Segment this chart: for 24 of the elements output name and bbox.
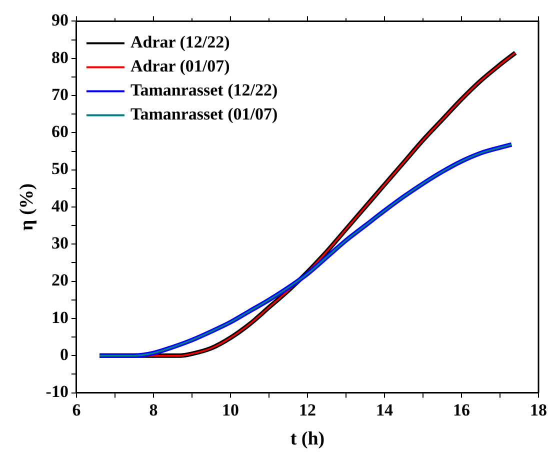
y-tick-label: 80: [51, 48, 68, 67]
x-tick-label: 14: [376, 400, 394, 420]
y-tick-label: 90: [51, 10, 68, 30]
legend-label: Tamanrasset (01/07): [130, 104, 278, 124]
legend-label: Adrar (12/22): [130, 32, 230, 52]
y-tick-label: 60: [51, 122, 68, 142]
y-tick-label: 40: [51, 196, 68, 216]
x-axis-title: t (h): [290, 428, 325, 450]
legend-label: Adrar (01/07): [130, 56, 230, 76]
y-tick-label: 70: [51, 84, 68, 104]
x-tick-label: 18: [530, 400, 547, 420]
legend-label: Tamanrasset (12/22): [130, 80, 278, 100]
y-tick-label: -10: [46, 382, 68, 402]
x-tick-label: 10: [222, 400, 239, 420]
x-tick-label: 6: [72, 400, 81, 420]
x-tick-label: 12: [298, 400, 316, 420]
x-tick-label: 8: [149, 400, 158, 420]
y-axis-title: η (%): [16, 183, 38, 231]
y-tick-label: 0: [60, 345, 68, 364]
y-tick-label: 50: [51, 159, 68, 178]
y-tick-label: 30: [51, 234, 68, 253]
x-tick-label: 16: [452, 400, 470, 420]
y-tick-label: 10: [51, 308, 68, 327]
y-tick-label: 20: [51, 270, 68, 290]
